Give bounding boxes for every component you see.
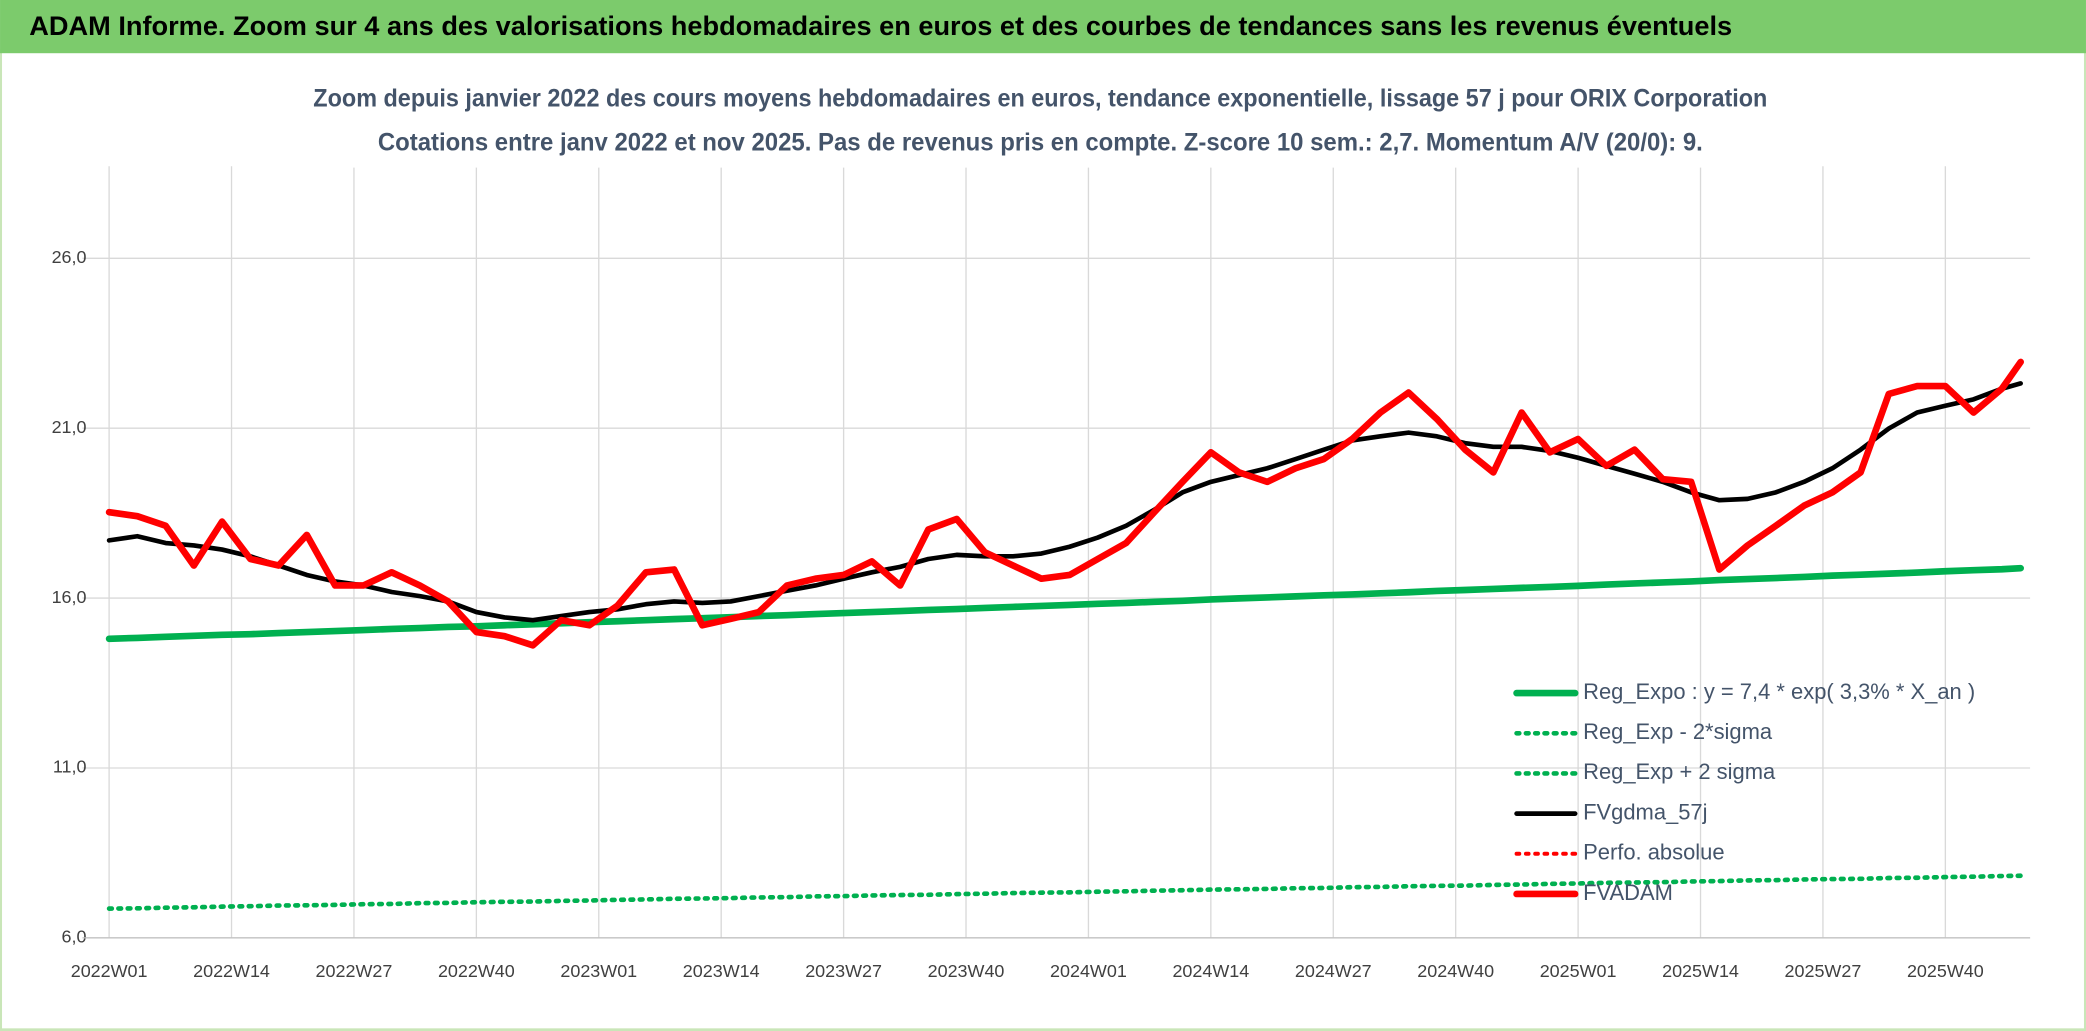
y-tick-label: 6,0 (62, 927, 87, 947)
series-lines (105, 358, 2024, 911)
x-tick-label: 2023W14 (683, 961, 760, 981)
series-line (105, 358, 2024, 649)
y-tick-label: 11,0 (53, 757, 87, 777)
legend-label: Reg_Exp + 2 sigma (1583, 759, 1776, 784)
x-tick-label: 2025W40 (1907, 961, 1984, 981)
x-tick-label: 2024W27 (1295, 961, 1372, 981)
x-tick-label: 2023W01 (560, 961, 637, 981)
x-tick-label: 2023W40 (928, 961, 1005, 981)
y-tick-label: 21,0 (52, 417, 87, 437)
x-tick-label: 2022W27 (316, 961, 393, 981)
x-tick-label: 2024W01 (1050, 961, 1127, 981)
x-tick-label: 2022W14 (193, 961, 270, 981)
x-tick-label: 2022W01 (71, 961, 148, 981)
legend-label: FVADAM (1583, 880, 1673, 905)
x-tick-label: 2024W14 (1172, 961, 1249, 981)
header-bar (0, 0, 2086, 54)
x-tick-label: 2025W14 (1662, 961, 1739, 981)
plot: 6,0 11,0 16,0 21,0 26,0 2022W01 2022W14 2022W27… (52, 166, 2031, 981)
x-tick-label: 2023W27 (805, 961, 882, 981)
legend: Reg_Expo : y = 7,4 * exp( 3,3% * X_an ) R… (1513, 679, 1975, 905)
legend-label: FVgdma_57j (1583, 799, 1707, 824)
header-title: ADAM Informe. Zoom sur 4 ans des valoris… (29, 11, 1732, 41)
x-tick-label: 2022W40 (438, 961, 515, 981)
y-tick-label: 16,0 (52, 587, 87, 607)
legend-label: Reg_Expo : y = 7,4 * exp( 3,3% * X_an ) (1583, 679, 1975, 704)
y-tick-label: 26,0 (52, 247, 87, 267)
x-tick-label: 2025W01 (1540, 961, 1617, 981)
chart-title: Zoom depuis janvier 2022 des cours moyen… (313, 84, 1767, 112)
legend-label: Reg_Exp - 2*sigma (1583, 719, 1773, 744)
legend-label: Perfo. absolue (1583, 840, 1724, 865)
title-backdrop (306, 77, 1778, 168)
series-line (106, 381, 2023, 623)
x-tick-label: 2024W40 (1417, 961, 1494, 981)
chart-subtitle: Cotations entre janv 2022 et nov 2025. P… (378, 128, 1703, 156)
series-line (106, 873, 2023, 911)
x-tick-label: 2025W27 (1785, 961, 1862, 981)
series-line (105, 564, 2024, 643)
